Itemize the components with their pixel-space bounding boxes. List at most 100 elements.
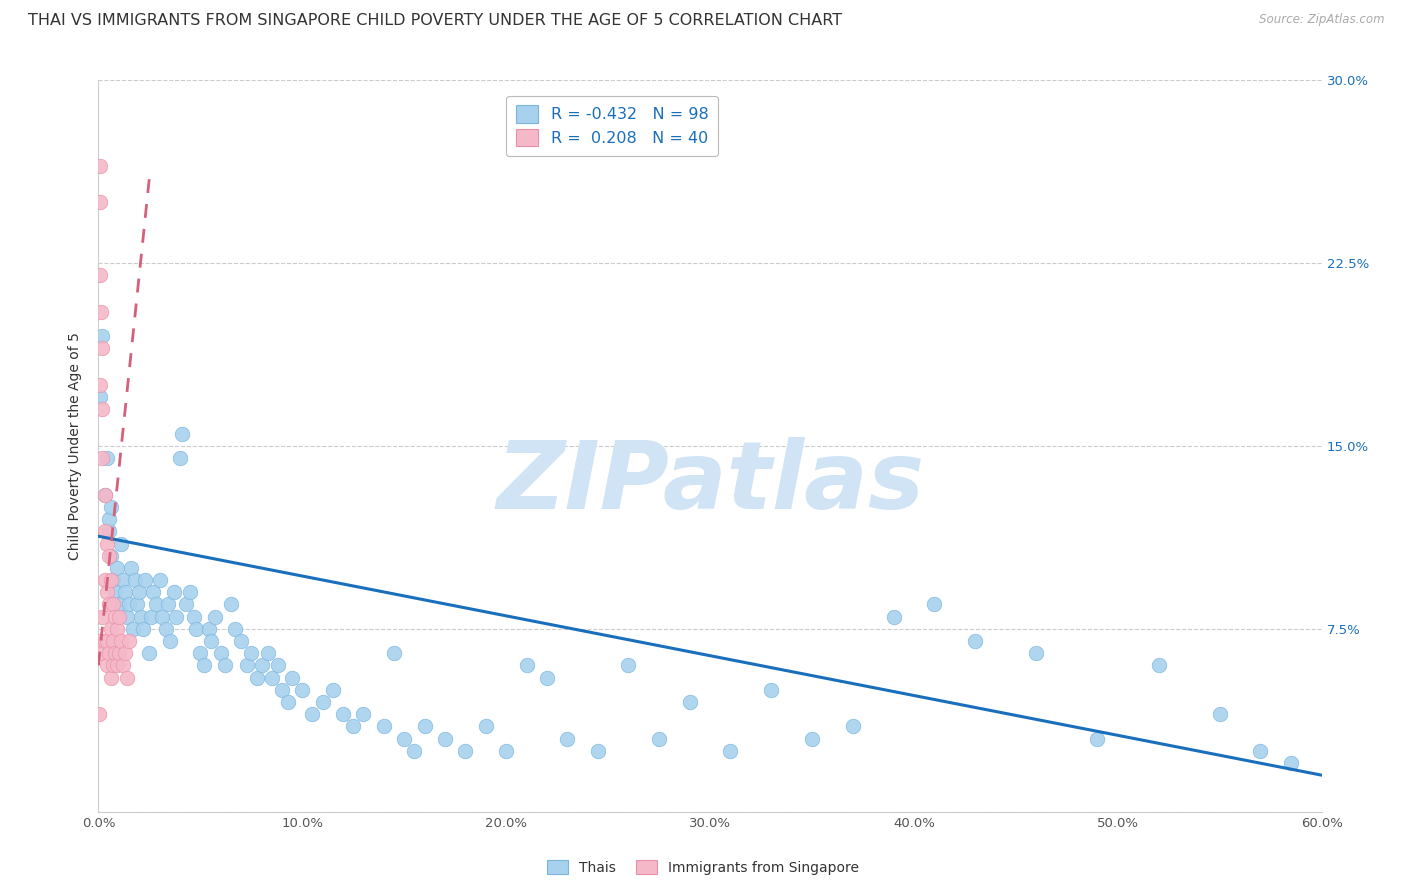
Point [97, 524, 120, 539]
Point [110, 634, 132, 648]
Point [101, 598, 124, 612]
Point [260, 671, 283, 685]
Point [108, 598, 131, 612]
Point [186, 622, 208, 636]
Point [404, 744, 426, 758]
Point [100, 500, 122, 514]
Point [97, 646, 120, 660]
Point [96, 585, 118, 599]
Point [134, 573, 156, 587]
Point [179, 585, 201, 599]
Point [93, 524, 115, 539]
Point [101, 573, 124, 587]
Point [761, 682, 783, 697]
Point [91, 402, 114, 417]
Point [312, 695, 335, 709]
Point [114, 585, 136, 599]
Legend: R = -0.432   N = 98, R =  0.208   N = 40: R = -0.432 N = 98, R = 0.208 N = 40 [506, 95, 718, 156]
Point [413, 719, 436, 733]
Point [322, 682, 344, 697]
Point [1279, 756, 1302, 770]
Point [108, 646, 131, 660]
Point [250, 658, 273, 673]
Text: Source: ZipAtlas.com: Source: ZipAtlas.com [1260, 13, 1385, 27]
Point [96, 451, 118, 466]
Point [89, 268, 111, 283]
Point [536, 671, 558, 685]
Point [110, 536, 132, 550]
Point [104, 585, 127, 599]
Point [124, 573, 146, 587]
Point [104, 646, 127, 660]
Point [100, 671, 122, 685]
Point [159, 634, 181, 648]
Point [373, 719, 395, 733]
Point [1249, 744, 1271, 758]
Point [89, 390, 111, 404]
Point [392, 731, 416, 746]
Point [224, 622, 246, 636]
Point [256, 646, 278, 660]
Point [586, 744, 609, 758]
Point [100, 549, 122, 563]
Point [90, 305, 112, 319]
Point [382, 646, 405, 660]
Point [89, 159, 111, 173]
Point [922, 598, 945, 612]
Point [104, 609, 127, 624]
Point [145, 598, 167, 612]
Point [246, 671, 269, 685]
Point [97, 512, 120, 526]
Point [197, 622, 219, 636]
Point [1085, 731, 1108, 746]
Point [495, 744, 517, 758]
Point [841, 719, 863, 733]
Point [149, 573, 172, 587]
Point [115, 671, 138, 685]
Point [91, 609, 114, 624]
Point [454, 744, 477, 758]
Point [105, 622, 128, 636]
Point [516, 658, 538, 673]
Point [270, 682, 294, 697]
Point [342, 719, 364, 733]
Point [277, 695, 299, 709]
Point [93, 634, 115, 648]
Point [93, 488, 115, 502]
Point [96, 658, 118, 673]
Point [91, 646, 114, 660]
Point [801, 731, 824, 746]
Point [91, 329, 114, 343]
Point [141, 609, 163, 624]
Point [1209, 707, 1232, 722]
Point [114, 646, 136, 660]
Point [101, 658, 124, 673]
Point [200, 634, 222, 648]
Point [720, 744, 742, 758]
Point [122, 622, 145, 636]
Point [188, 646, 212, 660]
Point [100, 573, 122, 587]
Point [89, 707, 111, 722]
Point [219, 598, 242, 612]
Point [214, 658, 236, 673]
Point [332, 707, 354, 722]
Point [115, 609, 138, 624]
Point [142, 585, 165, 599]
Point [96, 634, 118, 648]
Point [93, 488, 115, 502]
Point [108, 609, 131, 624]
Point [883, 609, 905, 624]
Point [118, 598, 141, 612]
Point [128, 585, 150, 599]
Point [101, 634, 124, 648]
Point [91, 342, 114, 356]
Point [267, 658, 290, 673]
Text: THAI VS IMMIGRANTS FROM SINGAPORE CHILD POVERTY UNDER THE AGE OF 5 CORRELATION C: THAI VS IMMIGRANTS FROM SINGAPORE CHILD … [28, 13, 842, 29]
Point [679, 695, 702, 709]
Point [97, 598, 120, 612]
Point [89, 195, 111, 210]
Point [111, 658, 134, 673]
Point [474, 719, 498, 733]
Point [155, 622, 177, 636]
